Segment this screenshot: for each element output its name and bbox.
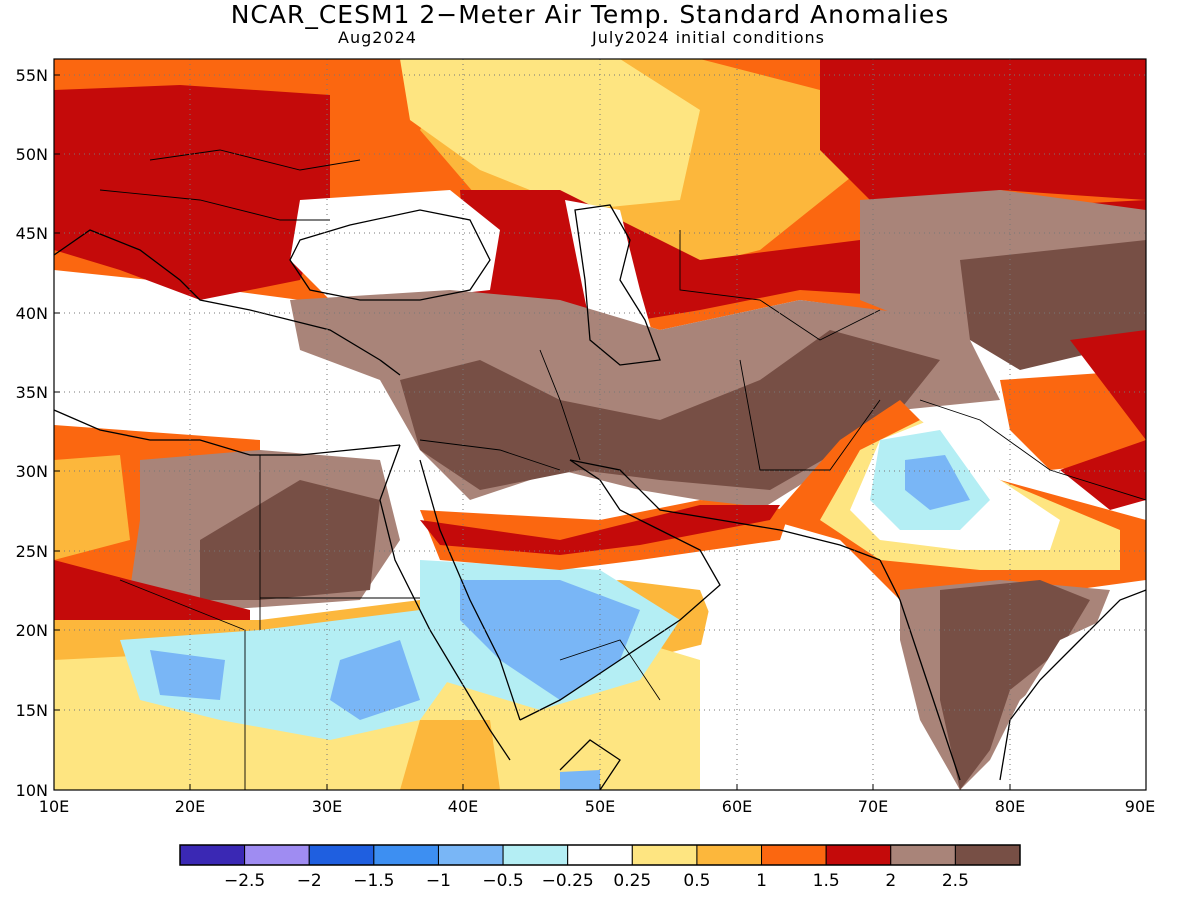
lon-label: 80E xyxy=(995,797,1025,816)
coast-india-east xyxy=(999,589,1146,781)
colorbar-swatch xyxy=(437,844,504,866)
coastlines xyxy=(54,204,1146,790)
colorbar-label: −0.25 xyxy=(542,871,594,891)
colorbar-label: −1.5 xyxy=(353,871,394,891)
colorbar-swatch xyxy=(567,844,633,866)
colorbar-label: 2 xyxy=(885,871,896,891)
field-sahara-brown xyxy=(200,480,380,600)
lat-label: 20N xyxy=(16,621,48,640)
colorbar-label: −2 xyxy=(297,871,322,891)
field-russia-pale-warm xyxy=(400,59,700,210)
colorbar-labels: −2.5 −2 −1.5 −1 −0.5 −0.25 0.25 0.5 1 1.5 2 2.5 xyxy=(224,871,969,891)
colorbar-label: −0.5 xyxy=(482,871,523,891)
field-russia-east-strong xyxy=(820,59,1146,210)
lat-label: 40N xyxy=(16,304,48,323)
colorbar-label: −1 xyxy=(426,871,451,891)
lat-label: 50N xyxy=(16,145,48,164)
colorbar-swatch xyxy=(825,844,892,866)
colorbar-swatch xyxy=(373,844,439,866)
border-central-asia xyxy=(679,230,881,341)
field-bay-of-bengal xyxy=(990,600,1146,790)
lon-label: 90E xyxy=(1125,797,1155,816)
colorbar-swatch xyxy=(761,844,827,866)
field-arabian-sea xyxy=(700,560,920,790)
lon-label: 70E xyxy=(858,797,888,816)
chart-title: NCAR_CESM1 2−Meter Air Temp. Standard An… xyxy=(230,0,950,29)
lat-label: 55N xyxy=(16,66,48,85)
border-yemen-oman xyxy=(559,639,661,701)
lon-label: 20E xyxy=(175,797,205,816)
border-afghanistan xyxy=(739,359,881,471)
colorbar-label: 0.25 xyxy=(613,871,651,891)
coast-north-africa xyxy=(54,409,401,456)
colorbar-swatch xyxy=(890,844,956,866)
colorbar: −2.5 −2 −1.5 −1 −0.5 −0.25 0.25 0.5 1 1.5 2 2.5 xyxy=(179,844,1021,891)
coast-persian-gulf xyxy=(569,459,881,561)
forecast-month: Aug2024 xyxy=(338,28,417,47)
tick-marks xyxy=(54,74,1011,790)
field-tibet-strong xyxy=(1060,330,1146,510)
colorbar-label: 1.5 xyxy=(813,871,840,891)
field-ethiopia-warm xyxy=(400,720,500,790)
colorbar-swatch xyxy=(179,844,246,866)
field-europe-strong-warm xyxy=(54,85,330,300)
field-thar-cool xyxy=(905,455,970,510)
colorbar-frame xyxy=(179,844,1021,866)
border-iran-iraq xyxy=(539,349,581,461)
lon-label: 40E xyxy=(448,797,478,816)
coast-caspian xyxy=(574,204,661,366)
colorbar-label: −2.5 xyxy=(224,871,265,891)
coast-black-sea xyxy=(289,209,491,301)
colorbar-swatch xyxy=(696,844,763,866)
map-field xyxy=(54,59,1146,790)
border-europe-1 xyxy=(149,149,361,171)
colorbar-label: 2.5 xyxy=(942,871,969,891)
border-europe-2 xyxy=(99,189,330,221)
colorbar-swatch xyxy=(631,844,698,866)
lat-label: 15N xyxy=(16,701,48,720)
coast-red-sea-east xyxy=(419,459,521,721)
field-middle-east-very-warm xyxy=(400,330,940,490)
lon-label: 50E xyxy=(585,797,615,816)
lon-label: 30E xyxy=(312,797,342,816)
field-gulf-of-aden-cool xyxy=(560,770,600,790)
field-north-africa-pale xyxy=(54,455,130,560)
colorbar-swatch xyxy=(244,844,310,866)
colorbar-label: 0.5 xyxy=(683,871,710,891)
lat-label: 25N xyxy=(16,542,48,561)
borders xyxy=(99,149,1146,790)
field-arabia-cool xyxy=(460,580,640,700)
border-saudi-north xyxy=(419,439,561,471)
coast-east-africa xyxy=(559,739,621,790)
lat-label: 10N xyxy=(16,781,48,800)
initial-conditions: July2024 initial conditions xyxy=(592,28,825,47)
coast-india-west xyxy=(879,559,961,781)
lat-label: 45N xyxy=(16,224,48,243)
field-himalaya-warm-band xyxy=(1000,370,1146,470)
field-sahel-cool xyxy=(150,650,225,700)
colorbar-swatch xyxy=(954,844,1021,866)
coast-arabia xyxy=(519,459,721,721)
colorbar-swatches xyxy=(179,844,1021,866)
colorbar-swatch xyxy=(308,844,375,866)
colorbar-swatch xyxy=(502,844,569,866)
field-india-very-warm xyxy=(940,580,1090,790)
field-black-sea-cool xyxy=(290,190,500,300)
border-china-india xyxy=(919,399,1146,501)
lat-label: 35N xyxy=(16,383,48,402)
lat-label: 30N xyxy=(16,462,48,481)
field-sudan-cool xyxy=(330,640,420,720)
lon-label: 60E xyxy=(722,797,752,816)
lon-label: 10E xyxy=(39,797,69,816)
gridlines xyxy=(54,59,1146,790)
coast-mediterranean-north xyxy=(54,229,401,376)
colorbar-label: 1 xyxy=(756,871,767,891)
